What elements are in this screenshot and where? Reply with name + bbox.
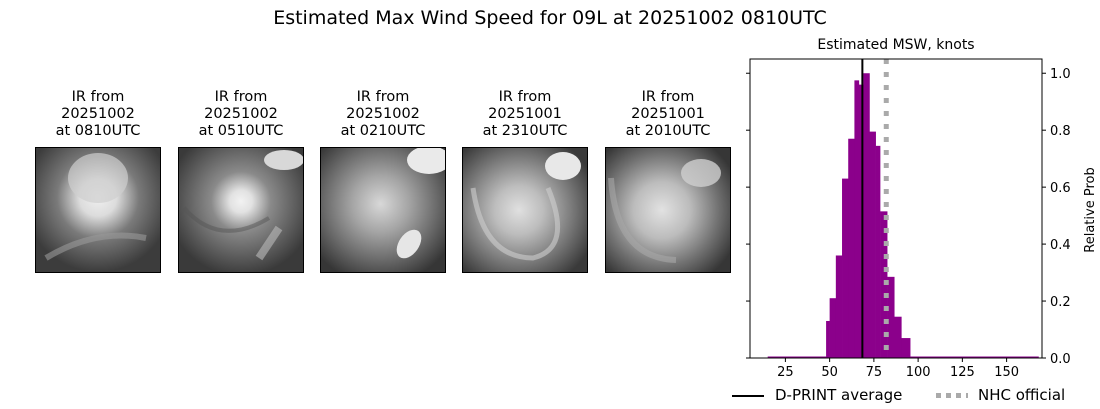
caption-line: IR from [214, 89, 268, 105]
legend-dprint-swatch [732, 395, 764, 397]
x-axis: 25 50 75 100 125 150 [777, 358, 1019, 380]
histogram-bar [829, 298, 837, 358]
plot-frame [749, 58, 1043, 359]
histogram-bar [826, 320, 830, 358]
histogram-bar [842, 178, 849, 358]
histogram-bar [880, 211, 888, 358]
figure-title: Estimated Max Wind Speed for 09L at 2025… [273, 7, 827, 29]
histogram-bar [767, 356, 827, 358]
histogram-bar [875, 145, 881, 358]
legend-nhc-label: NHC official [978, 386, 1066, 404]
ir-panel-caption: IR from 20251002 at 0810UTC [8, 89, 188, 140]
caption-time: at 0510UTC [198, 123, 284, 139]
histogram-bar [863, 73, 870, 358]
histogram-bar [887, 276, 895, 358]
ir-panel-caption: IR from 20251001 at 2010UTC [578, 89, 758, 140]
caption-line: IR from [356, 89, 410, 105]
y-tick-label: 0.8 [1050, 124, 1071, 139]
ir-panel-caption: IR from 20251002 at 0510UTC [151, 89, 331, 140]
caption-time: at 2310UTC [482, 123, 568, 139]
y-axis: 0.0 0.2 0.4 0.6 0.8 1.0 [746, 67, 1071, 367]
caption-line: IR from [641, 89, 695, 105]
histogram-bar [869, 131, 876, 358]
y-tick-label: 1.0 [1050, 67, 1071, 82]
histogram-bar [894, 316, 902, 358]
caption-date: 20251002 [61, 106, 135, 122]
histogram-bar [910, 356, 1039, 358]
y-axis-label: Relative Prob [1083, 167, 1098, 252]
caption-time: at 2010UTC [625, 123, 711, 139]
legend-dprint-label: D-PRINT average [775, 386, 903, 404]
x-tick-label: 125 [950, 365, 975, 380]
caption-line: IR from [498, 89, 552, 105]
caption-date: 20251002 [346, 106, 420, 122]
histogram-bar [901, 338, 911, 358]
caption-date: 20251001 [631, 106, 705, 122]
histogram-bar [835, 255, 843, 358]
histogram-bars [767, 73, 1039, 358]
histogram-bar [854, 80, 860, 358]
x-tick-label: 50 [821, 365, 838, 380]
caption-date: 20251001 [488, 106, 562, 122]
y-tick-label: 0.6 [1050, 181, 1071, 196]
x-tick-label: 75 [866, 365, 883, 380]
x-tick-label: 100 [906, 365, 931, 380]
caption-time: at 0810UTC [55, 123, 141, 139]
histogram-bar [858, 84, 864, 358]
y-tick-label: 0.2 [1050, 295, 1071, 310]
legend-nhc-swatch [936, 393, 968, 398]
ir-satellite-image [178, 147, 304, 273]
ir-satellite-image [605, 147, 731, 273]
x-tick-label: 25 [777, 365, 794, 380]
x-tick-label: 150 [994, 365, 1019, 380]
ir-panel-caption: IR from 20251001 at 2310UTC [435, 89, 615, 140]
ir-satellite-image [462, 147, 588, 273]
caption-time: at 0210UTC [340, 123, 426, 139]
y-tick-label: 0.4 [1050, 238, 1071, 253]
ir-satellite-image [320, 147, 446, 273]
y-tick-label: 0.0 [1050, 352, 1071, 367]
ir-satellite-image [35, 147, 161, 273]
histogram-title: Estimated MSW, knots [817, 37, 975, 53]
caption-date: 20251002 [204, 106, 278, 122]
ir-panel-caption: IR from 20251002 at 0210UTC [293, 89, 473, 140]
caption-line: IR from [71, 89, 125, 105]
histogram-bar [848, 138, 855, 358]
